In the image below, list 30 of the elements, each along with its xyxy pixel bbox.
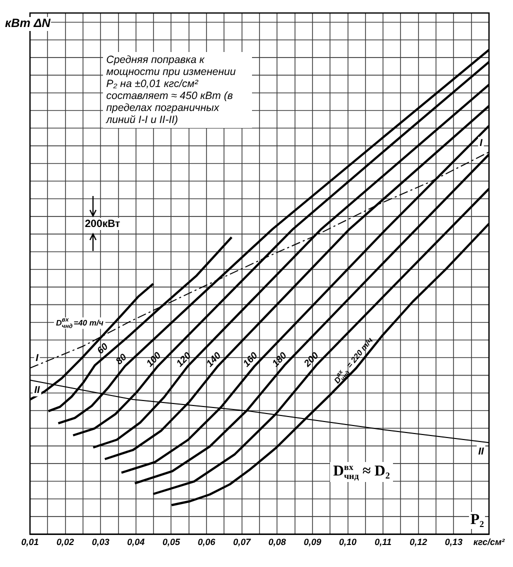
x-tick-label: 0,01: [21, 537, 39, 548]
text: 60: [95, 340, 111, 357]
x-tick-label: 0,03: [92, 537, 110, 548]
x-tick-label: 0,10: [339, 537, 357, 548]
x-axis-title: P₂: [469, 512, 485, 530]
text: I: [480, 138, 482, 149]
text: 200: [301, 350, 322, 370]
annotation: Средняя поправка к мощности при изменении P₂ на ±0,01 кгс/см² составляет ≈ 450 кВт (в пределах пограничных линий I-I и II-II): [103, 52, 252, 128]
x-tick-label: 0,09: [304, 537, 322, 548]
text: 160: [241, 350, 261, 370]
x-tick-label: кгс/см²: [473, 537, 506, 548]
x-tick-label: 0,05: [162, 537, 181, 548]
x-tick-label: 0,02: [56, 537, 74, 548]
x-tick-label: 0,12: [410, 537, 428, 548]
text: 100: [144, 350, 164, 370]
x-tick-label: 0,08: [268, 537, 286, 548]
text: 80: [114, 351, 130, 368]
text: 120: [174, 350, 194, 370]
x-tick-label: 0,11: [374, 537, 392, 548]
text: 180: [270, 350, 290, 370]
x-tick-label: 0,13: [444, 537, 462, 548]
series-label: I: [36, 352, 39, 364]
text: 140: [204, 350, 224, 370]
annotation: 200кВт: [84, 218, 122, 230]
series-label: II: [34, 384, 40, 396]
text: II: [478, 446, 484, 458]
x-tick-label: 0,04: [127, 537, 145, 548]
x-tick-label: 0,07: [233, 537, 252, 548]
x-tick-label: 0,06: [198, 537, 216, 548]
y-axis-title: кВт ΔN: [4, 16, 52, 31]
